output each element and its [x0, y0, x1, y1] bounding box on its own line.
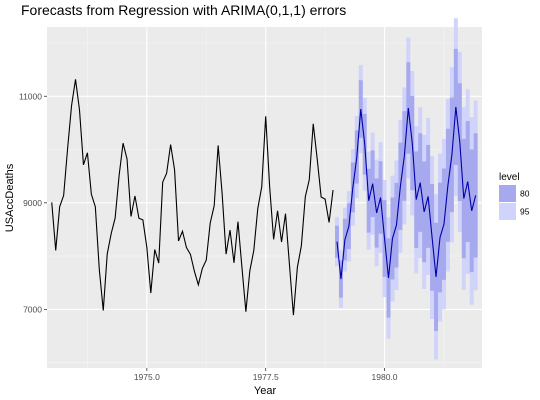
y-tick-label: 7000 [23, 304, 42, 314]
y-tick-label: 9000 [23, 198, 42, 208]
legend-label-80: 80 [520, 189, 530, 199]
prediction-bands [335, 18, 478, 360]
x-tick-label: 1975.0 [134, 372, 160, 382]
forecast-line [336, 106, 477, 280]
history-line [51, 79, 334, 316]
y-axis: 7000 9000 11000 [19, 91, 47, 314]
band-80 [335, 48, 478, 331]
y-axis-title: USAccDeaths [4, 163, 16, 232]
x-axis-title: Year [254, 385, 277, 397]
legend-key-95 [499, 203, 516, 220]
legend-key-80 [499, 185, 516, 202]
x-tick-label: 1977.5 [253, 372, 279, 382]
legend-title: level [499, 172, 520, 183]
chart-title: Forecasts from Regression with ARIMA(0,1… [21, 2, 346, 18]
x-axis: 1975.0 1977.5 1980.0 [134, 368, 398, 382]
legend-label-95: 95 [520, 207, 530, 217]
legend: level 80 95 [499, 172, 530, 220]
y-tick-label: 11000 [19, 91, 42, 101]
x-tick-label: 1980.0 [372, 372, 398, 382]
series-lines [51, 79, 477, 316]
